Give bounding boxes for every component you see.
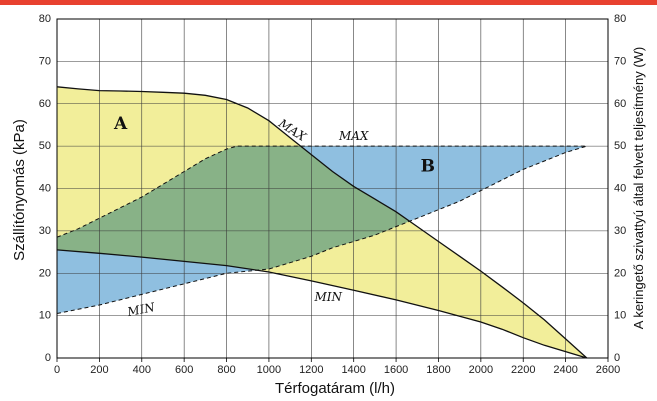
y-tick-label: 40 — [39, 183, 51, 195]
y-tick-label: 60 — [39, 98, 51, 110]
x-tick-label: 1000 — [257, 364, 281, 376]
x-tick-label: 400 — [133, 364, 151, 376]
y-tick-label: 50 — [39, 140, 51, 152]
y2-tick-label: 70 — [614, 55, 626, 67]
y-tick-label: 80 — [39, 13, 51, 25]
y2-tick-label: 30 — [614, 225, 626, 237]
y2-axis-title: A keringető szivattyú által felvett telj… — [631, 47, 646, 330]
y-tick-label: 10 — [39, 310, 51, 322]
chart-grid — [56, 18, 609, 359]
x-axis-title: Térfogatáram (l/h) — [275, 380, 395, 397]
region-b-fill — [57, 146, 587, 314]
y-tick-label: 20 — [39, 267, 51, 279]
y2-tick-label: 20 — [614, 267, 626, 279]
y-axis-title: Szállítónyomás (kPa) — [11, 119, 28, 261]
x-tick-label: 2400 — [553, 364, 577, 376]
y-tick-label: 30 — [39, 225, 51, 237]
chart-ticks: 0 200 400 600 800 1000 1200 1400 1600 1800 2000 220… — [39, 13, 627, 376]
chart-fills — [57, 86, 587, 359]
curve-label-b-max: MAX — [338, 129, 369, 143]
y2-tick-label: 40 — [614, 183, 626, 195]
curve-a-max — [56, 86, 588, 359]
region-label-b: B — [421, 157, 435, 177]
x-tick-label: 1800 — [426, 364, 450, 376]
x-tick-label: 2200 — [511, 364, 535, 376]
x-tick-label: 1600 — [384, 364, 408, 376]
top-accent-bar — [0, 0, 657, 5]
curve-label-b-min: MIN — [125, 300, 156, 319]
y-tick-label: 0 — [45, 352, 51, 364]
y2-tick-label: 10 — [614, 310, 626, 322]
x-tick-label: 600 — [175, 364, 193, 376]
region-label-a: A — [113, 114, 128, 134]
curve-label-a-min: MIN — [313, 290, 342, 304]
y2-tick-label: 60 — [614, 98, 626, 110]
x-tick-label: 0 — [54, 364, 60, 376]
x-tick-label: 800 — [217, 364, 235, 376]
y2-tick-label: 80 — [614, 13, 626, 25]
plot-frame — [56, 18, 609, 359]
x-tick-label: 2600 — [596, 364, 620, 376]
y-tick-label: 70 — [39, 55, 51, 67]
x-tick-label: 2000 — [469, 364, 493, 376]
x-tick-label: 1200 — [299, 364, 323, 376]
chart-curves — [56, 86, 588, 359]
x-tick-label: 200 — [90, 364, 108, 376]
curve-a-min — [56, 249, 587, 359]
y2-tick-label: 50 — [614, 140, 626, 152]
y2-tick-label: 0 — [614, 352, 620, 364]
x-tick-label: 1400 — [341, 364, 365, 376]
